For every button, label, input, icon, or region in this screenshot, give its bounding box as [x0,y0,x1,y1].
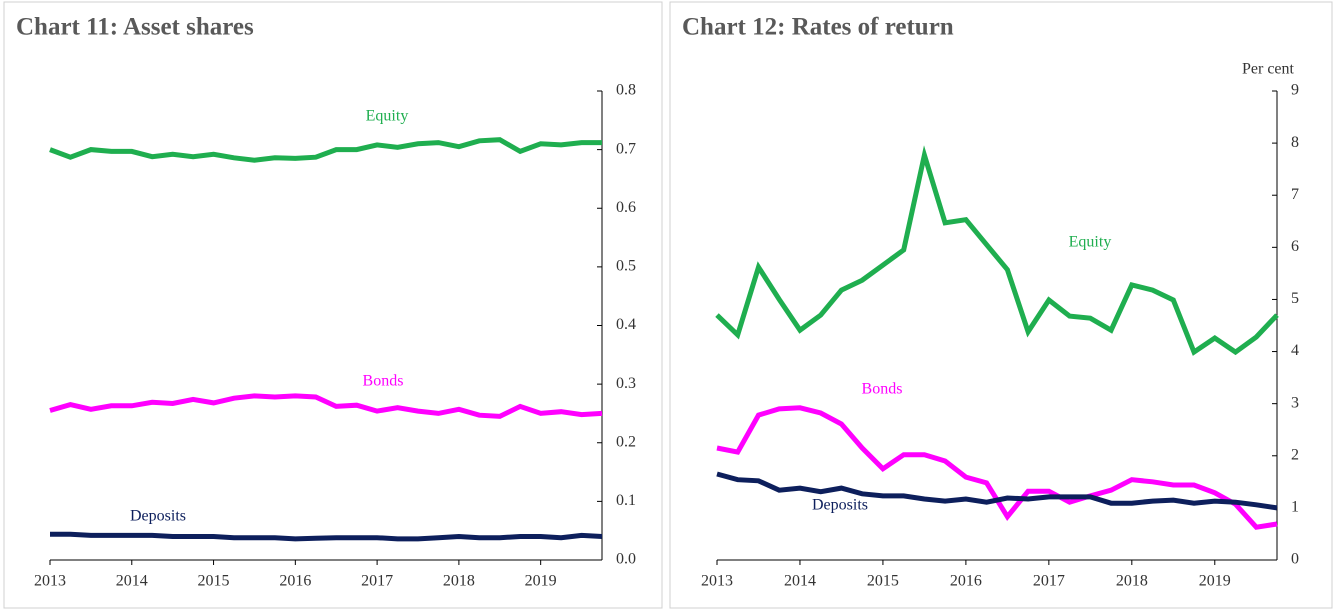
x-tick-label: 2013 [34,573,66,590]
panel [3,1,663,609]
y-tick-label: 6 [1291,238,1299,255]
y-tick-label: 0.1 [616,492,636,509]
chart-title: Chart 12: Rates of return [682,14,954,41]
y-tick-label: 0.4 [616,316,636,333]
x-tick-label: 2013 [701,573,733,590]
y-tick-label: 0.6 [616,199,636,216]
y-tick-label: 8 [1291,134,1299,151]
x-tick-label: 2016 [279,573,311,590]
panel [669,1,1333,609]
y-tick-label: 0 [1291,551,1299,568]
x-tick-label: 2016 [950,573,982,590]
series-line [50,531,603,542]
series-line [716,471,1278,511]
x-tick-label: 2018 [443,573,475,590]
y-tick-label: 0.0 [616,551,636,568]
y-tick-label: 9 [1291,82,1299,99]
y-tick-label: 3 [1291,394,1299,411]
series-line [49,137,602,163]
series-label: Bonds [363,373,404,390]
chart-title: Chart 11: Asset shares [16,14,254,41]
x-tick-label: 2019 [1199,573,1231,590]
series-line [715,145,1279,356]
series-label: Equity [1069,234,1112,251]
y-tick-label: 7 [1291,186,1299,203]
y-tick-label: 0.2 [616,433,636,450]
x-tick-label: 2015 [867,573,899,590]
x-tick-label: 2017 [361,573,393,590]
series-line [716,405,1278,530]
x-tick-label: 2018 [1116,573,1148,590]
series-label: Deposits [130,508,186,525]
y-tick-label: 0.8 [616,82,636,99]
series-line [49,393,603,419]
y-tick-label: 4 [1291,342,1299,359]
y-axis-label: Per cent [1242,61,1295,78]
y-tick-label: 0.3 [616,375,636,392]
x-tick-label: 2014 [116,573,148,590]
series-label: Equity [366,108,409,125]
series-label: Deposits [812,497,868,514]
series-label: Bonds [862,381,903,398]
y-tick-label: 0.5 [616,258,636,275]
y-tick-label: 5 [1291,290,1299,307]
x-tick-label: 2014 [784,573,816,590]
y-tick-label: 1 [1291,499,1299,516]
x-tick-label: 2019 [525,573,557,590]
x-tick-label: 2017 [1033,573,1065,590]
y-tick-label: 2 [1291,446,1299,463]
y-tick-label: 0.7 [616,140,636,157]
x-tick-label: 2015 [198,573,230,590]
